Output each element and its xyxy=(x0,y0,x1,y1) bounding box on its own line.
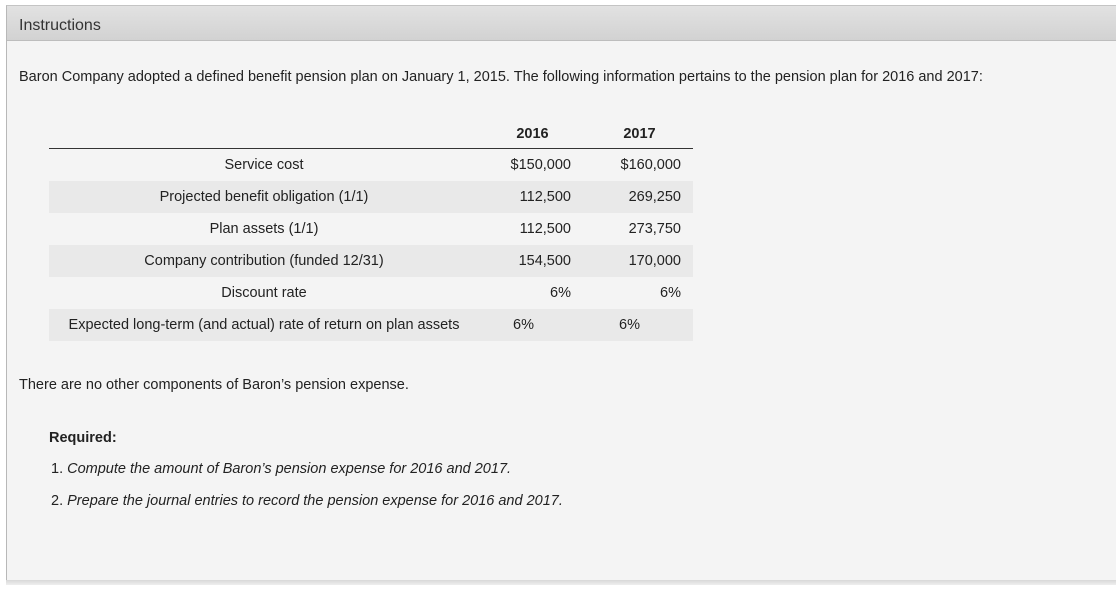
value-2017: $160,000 xyxy=(620,157,681,173)
required-item-text: Compute the amount of Baron’s pension ex… xyxy=(67,461,512,477)
table-header-row: 2016 2017 xyxy=(49,119,693,149)
row-label: Discount rate xyxy=(221,285,307,301)
panel-title: Instructions xyxy=(19,17,101,34)
row-label: Expected long-term (and actual) rate of … xyxy=(49,309,479,341)
value-2017: 170,000 xyxy=(586,245,693,277)
value-2017: 269,250 xyxy=(586,181,693,213)
instructions-panel: Instructions Baron Company adopted a def… xyxy=(6,5,1116,582)
bottom-divider xyxy=(6,580,1116,585)
table-row: Projected benefit obligation (1/1) 112,5… xyxy=(49,181,693,213)
value-2016: $150,000 xyxy=(510,157,571,173)
value-2016: 112,500 xyxy=(519,221,571,237)
required-item-text: Prepare the journal entries to record th… xyxy=(67,493,563,509)
table-row: Plan assets (1/1) 112,500 273,750 xyxy=(49,213,693,245)
required-item-number: 2. xyxy=(51,493,64,509)
required-item: 1. Compute the amount of Baron’s pension… xyxy=(51,461,511,477)
row-label: Projected benefit obligation (1/1) xyxy=(49,181,479,213)
table-header-2017: 2017 xyxy=(586,119,693,149)
value-2016: 154,500 xyxy=(479,245,586,277)
pension-data-table: 2016 2017 Service cost $150,000 $160,000… xyxy=(49,119,693,341)
value-2017: 6% xyxy=(660,285,681,301)
value-2017: 273,750 xyxy=(628,221,681,237)
table-header-2016: 2016 xyxy=(479,119,586,149)
value-2016: 6% xyxy=(550,285,571,301)
required-item: 2. Prepare the journal entries to record… xyxy=(51,493,563,509)
table-header-label xyxy=(49,119,479,149)
table-row: Discount rate 6% 6% xyxy=(49,277,693,309)
value-2016: 112,500 xyxy=(479,181,586,213)
row-label: Service cost xyxy=(224,157,304,173)
table-row: Service cost $150,000 $160,000 xyxy=(49,149,693,182)
row-label: Company contribution (funded 12/31) xyxy=(49,245,479,277)
value-2017: 6% xyxy=(586,309,693,341)
table-row: Company contribution (funded 12/31) 154,… xyxy=(49,245,693,277)
panel-header: Instructions xyxy=(7,6,1116,41)
note-text: There are no other components of Baron’s… xyxy=(19,377,409,393)
row-label: Plan assets (1/1) xyxy=(209,221,319,237)
value-2016: 6% xyxy=(479,309,586,341)
table-row: Expected long-term (and actual) rate of … xyxy=(49,309,693,341)
required-heading: Required: xyxy=(49,430,117,446)
intro-text: Baron Company adopted a defined benefit … xyxy=(19,69,983,85)
required-item-number: 1. xyxy=(51,461,64,477)
